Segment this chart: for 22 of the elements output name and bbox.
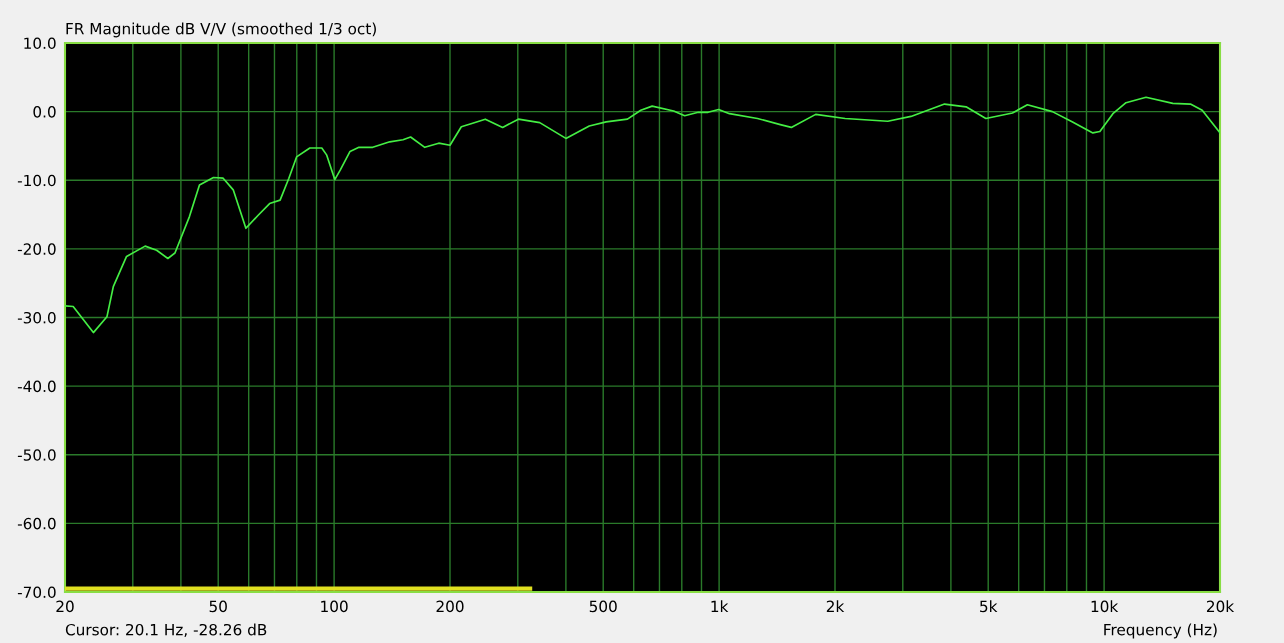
y-tick-label: 0.0	[33, 106, 56, 118]
x-tick-label: 20k	[1206, 600, 1235, 613]
x-tick-label: 50	[209, 600, 227, 613]
y-tick-label: -10.0	[17, 174, 56, 187]
x-tick-label: 100	[321, 600, 348, 613]
y-tick-label: -30.0	[17, 311, 56, 324]
y-tick-label: -50.0	[17, 449, 56, 461]
x-tick-label: 5k	[980, 600, 998, 613]
x-tick-label: 2k	[826, 600, 845, 612]
chart-title: FR Magnitude dB V/V (smoothed 1/3 oct)	[66, 22, 376, 38]
y-tick-label: 10.0	[24, 37, 56, 50]
y-tick-label: -70.0	[17, 586, 56, 599]
x-tick-label: 1k	[711, 600, 729, 612]
x-axis-title: Frequency (Hz)	[1104, 623, 1217, 639]
x-tick-label: 200	[436, 600, 464, 613]
x-tick-label: 10k	[1091, 600, 1119, 613]
y-tick-label: -60.0	[17, 517, 56, 530]
x-tick-label: 20	[56, 600, 74, 613]
x-tick-label: 500	[589, 600, 617, 613]
text: Cursor: 20.1 Hz, -28.26 dB	[65, 623, 267, 637]
y-tick-label: -20.0	[17, 243, 56, 255]
y-tick-label: -40.0	[17, 380, 56, 393]
